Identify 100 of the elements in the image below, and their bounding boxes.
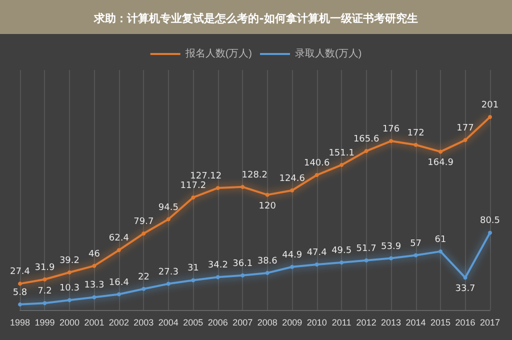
- data-label: 33.7: [455, 284, 476, 294]
- data-label: 22: [138, 272, 150, 282]
- x-tick-label: 2006: [208, 318, 228, 328]
- data-label: 44.9: [282, 250, 302, 260]
- point: [438, 150, 443, 154]
- x-tick-label: 1998: [10, 318, 30, 328]
- x-tick-label: 2012: [356, 318, 376, 328]
- x-tick-label: 2013: [381, 318, 402, 328]
- data-label: 124.6: [279, 174, 306, 184]
- point: [142, 286, 146, 291]
- data-label: 46: [88, 249, 100, 260]
- x-tick-label: 2007: [232, 318, 253, 328]
- data-label: 165.6: [353, 134, 380, 145]
- x-tick-label: 2003: [134, 318, 154, 328]
- x-tick-label: 2016: [455, 318, 476, 328]
- point: [191, 278, 196, 282]
- data-label: 201: [481, 100, 499, 111]
- data-label: 34.2: [208, 260, 228, 271]
- data-label: 31: [187, 264, 199, 274]
- x-tick-label: 2010: [306, 318, 327, 328]
- data-label: 177: [456, 124, 474, 134]
- data-label: 117.2: [180, 180, 206, 191]
- point: [42, 277, 47, 282]
- data-label: 16.4: [108, 278, 130, 288]
- point: [290, 264, 294, 269]
- x-tick-label: 2008: [257, 318, 278, 328]
- point: [265, 270, 270, 275]
- x-tick-label: 2011: [332, 318, 352, 328]
- point: [240, 184, 245, 189]
- data-label: 27.4: [10, 267, 30, 278]
- data-label: 94.5: [158, 202, 178, 213]
- x-tick-label: 2009: [282, 318, 302, 328]
- point: [142, 231, 146, 236]
- point: [18, 302, 22, 306]
- x-tick-label: 2014: [406, 318, 426, 328]
- point: [18, 282, 22, 286]
- data-label: 5.8: [12, 288, 28, 298]
- point: [364, 258, 368, 262]
- point: [166, 282, 170, 286]
- point: [314, 262, 319, 266]
- data-label: 128.2: [242, 170, 268, 180]
- point: [191, 195, 196, 200]
- data-label: 140.6: [304, 158, 330, 169]
- point: [389, 139, 394, 144]
- point: [340, 260, 344, 264]
- data-label: 47.4: [306, 248, 328, 258]
- x-tick-label: 2017: [480, 318, 500, 328]
- point: [240, 273, 245, 278]
- point: [438, 249, 443, 254]
- legend-label: 报名人数(万人): [184, 48, 252, 60]
- data-label: 61: [434, 234, 446, 245]
- data-label: 10.3: [59, 284, 80, 294]
- chart-title: 求助：计算机专业复试是怎么考的-如何拿计算机一级证书考研究生: [93, 12, 418, 25]
- data-label: 53.9: [381, 242, 402, 252]
- point: [414, 142, 418, 147]
- point: [92, 264, 96, 268]
- data-label: 172: [407, 128, 424, 138]
- point: [314, 173, 319, 178]
- x-tick-label: 2015: [430, 318, 451, 328]
- point: [414, 253, 418, 258]
- data-label: 13.3: [84, 280, 104, 291]
- data-label: 49.5: [332, 246, 352, 256]
- data-label: 151.1: [328, 148, 354, 158]
- point: [216, 275, 220, 280]
- point: [488, 115, 492, 120]
- x-tick-label: 2004: [158, 318, 178, 328]
- data-label: 62.4: [108, 234, 130, 244]
- point: [67, 270, 72, 274]
- point: [116, 292, 121, 296]
- point: [216, 186, 220, 190]
- x-tick-label: 2005: [183, 318, 204, 328]
- data-label: 7.2: [38, 286, 52, 297]
- data-label: 176: [382, 124, 400, 135]
- point: [116, 248, 121, 252]
- x-tick-label: 2000: [59, 318, 80, 328]
- point: [340, 162, 344, 167]
- point: [463, 276, 468, 280]
- point: [488, 230, 492, 235]
- point: [389, 256, 394, 260]
- data-label: 31.9: [34, 262, 56, 273]
- point: [290, 188, 294, 192]
- data-label: 79.7: [134, 216, 154, 227]
- data-label: 39.2: [59, 256, 80, 266]
- point: [463, 138, 468, 142]
- data-label: 36.1: [232, 258, 253, 269]
- x-tick-label: 2002: [108, 318, 129, 328]
- point: [67, 298, 72, 302]
- point: [166, 217, 170, 222]
- x-tick-label: 1999: [34, 318, 55, 328]
- data-label: 127.12: [190, 171, 222, 182]
- data-label: 164.9: [428, 158, 454, 168]
- point: [265, 192, 270, 197]
- point: [42, 301, 47, 306]
- data-label: 120: [258, 201, 276, 212]
- legend-label: 录取人数(万人): [295, 48, 362, 60]
- x-tick-label: 2001: [84, 318, 104, 328]
- point: [364, 149, 368, 154]
- data-label: 38.6: [257, 256, 278, 266]
- data-label: 57: [410, 238, 422, 249]
- data-label: 51.7: [356, 244, 376, 254]
